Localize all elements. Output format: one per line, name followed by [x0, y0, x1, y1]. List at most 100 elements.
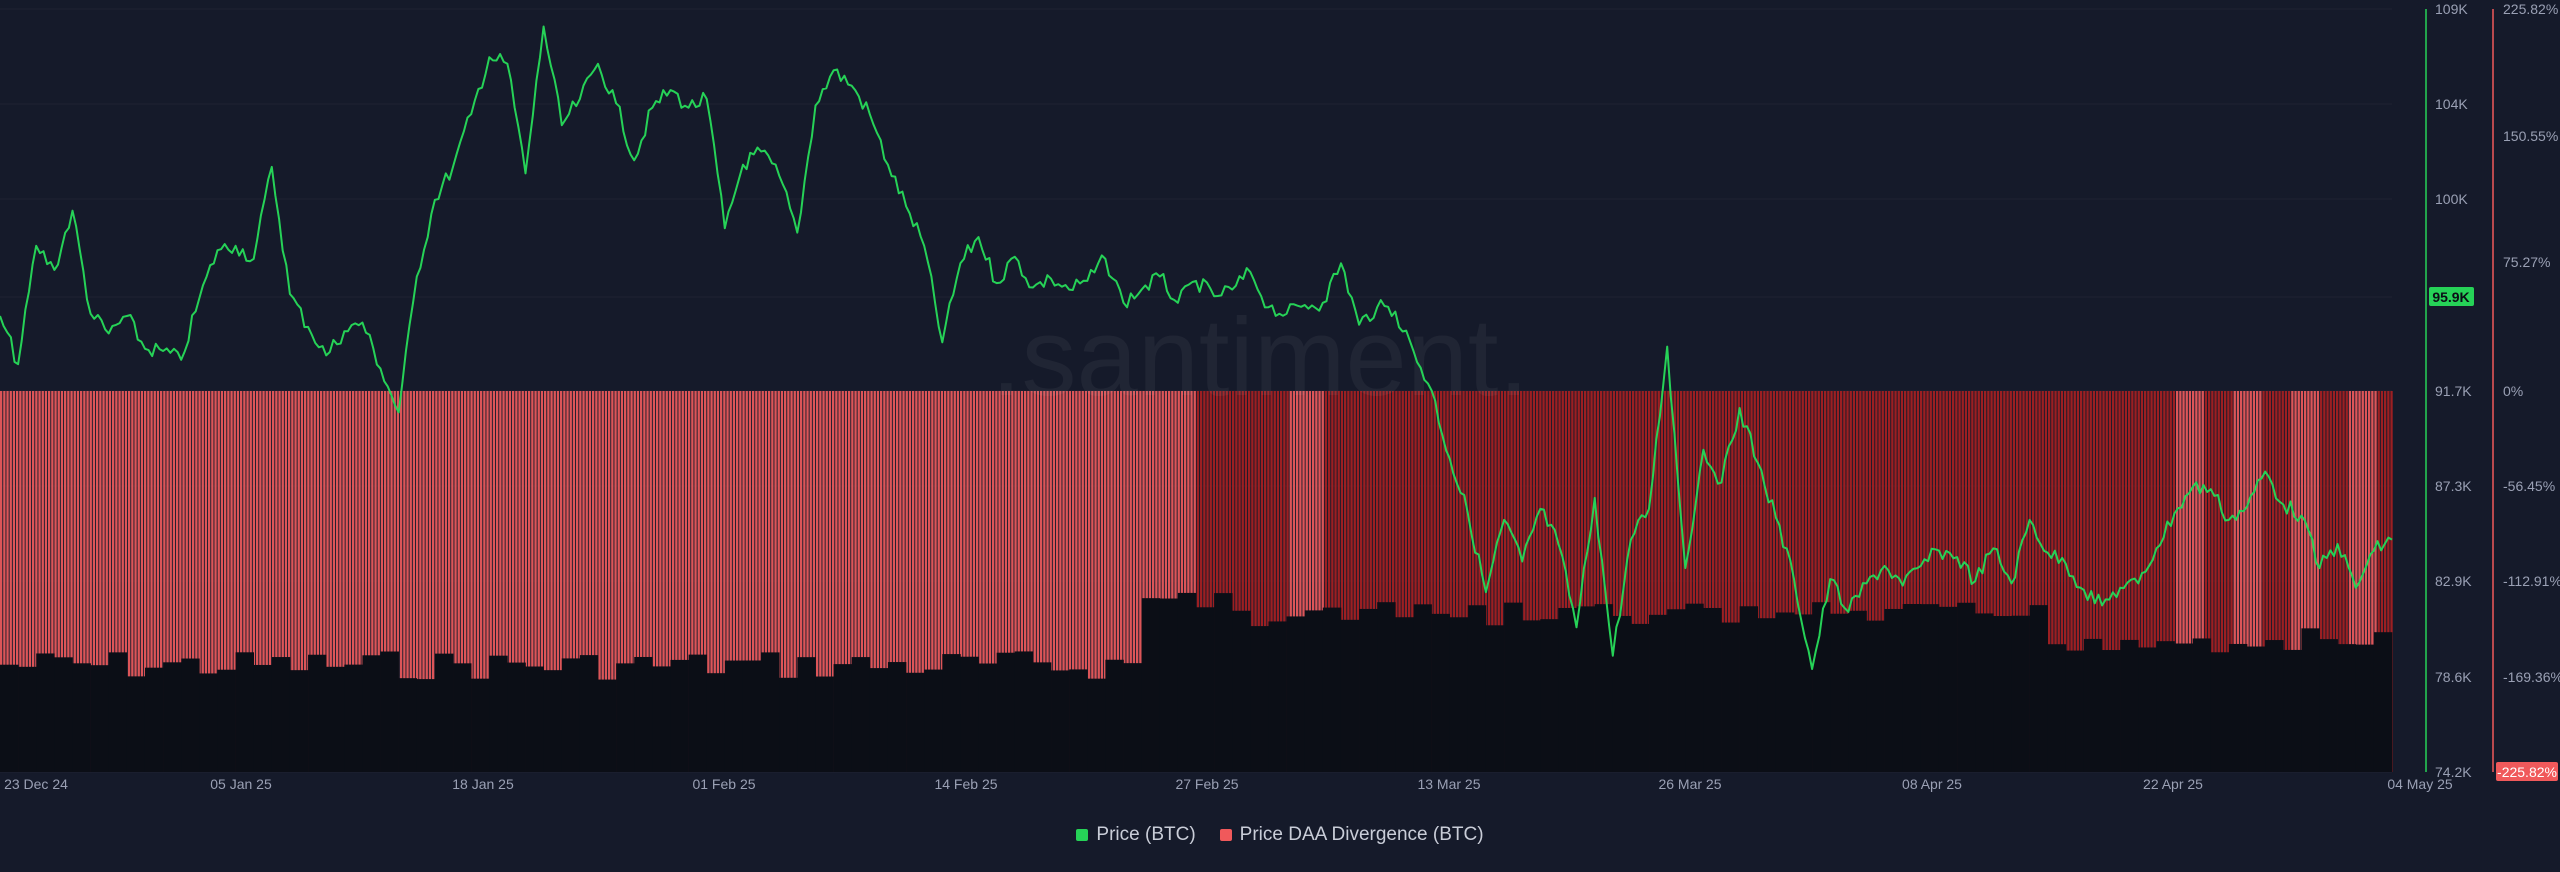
divergence-bar: [412, 391, 416, 772]
divergence-bar: [1977, 391, 1980, 772]
divergence-bar: [1750, 391, 1753, 772]
divergence-bar: [1164, 391, 1168, 772]
divergence-tick-label: 225.82%: [2503, 1, 2558, 17]
divergence-bar: [963, 391, 966, 772]
legend-item-divergence[interactable]: Price DAA Divergence (BTC): [1219, 824, 1484, 846]
divergence-bar: [995, 391, 998, 772]
divergence-bar: [2272, 391, 2275, 772]
divergence-bar: [294, 391, 297, 772]
divergence-bar: [1030, 391, 1033, 772]
divergence-bar: [1081, 391, 1084, 772]
divergence-tick-label: 75.27%: [2503, 254, 2550, 270]
divergence-bar: [435, 391, 438, 772]
divergence-bar: [832, 391, 835, 772]
divergence-bar: [214, 391, 217, 772]
divergence-bar: [646, 391, 649, 772]
divergence-bar: [2060, 391, 2064, 772]
divergence-bar: [1244, 391, 1248, 772]
secondary-bar: [507, 662, 526, 772]
divergence-bar: [2096, 391, 2099, 772]
divergence-bar: [624, 391, 627, 772]
divergence-bar: [1088, 391, 1091, 772]
secondary-bar: [1449, 617, 1469, 772]
divergence-bar: [112, 391, 115, 772]
divergence-bar: [422, 391, 425, 772]
divergence-bar: [1296, 391, 1299, 772]
divergence-bar: [2364, 391, 2368, 772]
price-line: [0, 25, 2393, 670]
divergence-bar: [992, 391, 995, 772]
secondary-bar: [1377, 602, 1396, 772]
divergence-bar: [22, 391, 25, 772]
divergence-bar: [1638, 391, 1641, 772]
secondary-bar: [670, 659, 689, 772]
divergence-bar: [2035, 391, 2038, 772]
secondary-bar: [2337, 644, 2357, 772]
divergence-bar: [732, 391, 736, 772]
divergence-bar: [918, 391, 921, 772]
divergence-bar: [1468, 391, 1472, 772]
divergence-bar: [582, 391, 585, 772]
divergence-bar: [1990, 391, 1993, 772]
divergence-tick-label: -169.36%: [2503, 669, 2560, 685]
divergence-bar: [1840, 391, 1843, 772]
divergence-bar: [1705, 391, 1708, 772]
divergence-bar: [2345, 391, 2348, 772]
divergence-bar: [454, 391, 457, 772]
divergence-bar: [403, 391, 406, 772]
divergence-bar: [211, 391, 214, 772]
divergence-bar: [44, 391, 48, 772]
divergence-bar: [1110, 391, 1113, 772]
divergence-bar: [444, 391, 448, 772]
x-tick-label: 04 May 25: [2387, 776, 2453, 792]
divergence-bar: [1100, 391, 1104, 772]
divergence-bar: [2329, 391, 2332, 772]
divergence-bar: [1625, 391, 1628, 772]
divergence-bar: [1452, 391, 1456, 772]
secondary-bar: [0, 664, 19, 772]
legend-item-price[interactable]: Price (BTC): [1076, 824, 1196, 846]
secondary-bar: [1485, 625, 1505, 772]
divergence-bar: [313, 391, 316, 772]
secondary-bar: [1993, 616, 2012, 772]
divergence-bar: [1529, 391, 1532, 772]
divergence-bar: [688, 391, 691, 772]
divergence-bar: [1686, 391, 1689, 772]
price-tick-label: 78.6K: [2435, 669, 2472, 685]
legend-swatch-divergence: [1219, 829, 1232, 841]
divergence-bar: [1462, 391, 1465, 772]
secondary-bar: [271, 657, 291, 772]
divergence-bar: [457, 391, 460, 772]
divergence-bar: [41, 391, 44, 772]
divergence-bar: [265, 391, 268, 772]
divergence-bar: [1196, 391, 1200, 772]
divergence-bar: [1273, 391, 1276, 772]
divergence-bar: [1276, 391, 1280, 772]
divergence-bar: [1264, 391, 1267, 772]
divergence-bar: [752, 391, 755, 772]
divergence-bar: [220, 391, 224, 772]
divergence-bar: [1014, 391, 1017, 772]
divergence-bar: [1868, 391, 1872, 772]
divergence-bar: [1907, 391, 1910, 772]
secondary-bar: [833, 664, 852, 772]
divergence-bar: [672, 391, 675, 772]
secondary-bar: [2192, 638, 2212, 772]
divergence-bar: [937, 391, 940, 772]
secondary-bar: [815, 676, 834, 772]
divergence-bar: [275, 391, 278, 772]
divergence-bar: [1878, 391, 1881, 772]
divergence-bar: [2262, 391, 2265, 772]
divergence-bar: [1734, 391, 1737, 772]
divergence-bar: [1270, 391, 1273, 772]
secondary-bar: [1413, 604, 1432, 772]
axes: 109K 104K 100K 95.9K 91.7K 87.3K 82.9K 78.6K 74.…: [4, 1, 2560, 792]
divergence-bar: [2038, 391, 2041, 772]
divergence-bar: [80, 391, 83, 772]
divergence-bar: [611, 391, 614, 772]
divergence-bar: [89, 391, 92, 772]
divergence-bar: [617, 391, 620, 772]
secondary-bar: [108, 652, 128, 772]
divergence-bar: [2140, 391, 2144, 772]
price-current-label: 95.9K: [2432, 289, 2469, 305]
